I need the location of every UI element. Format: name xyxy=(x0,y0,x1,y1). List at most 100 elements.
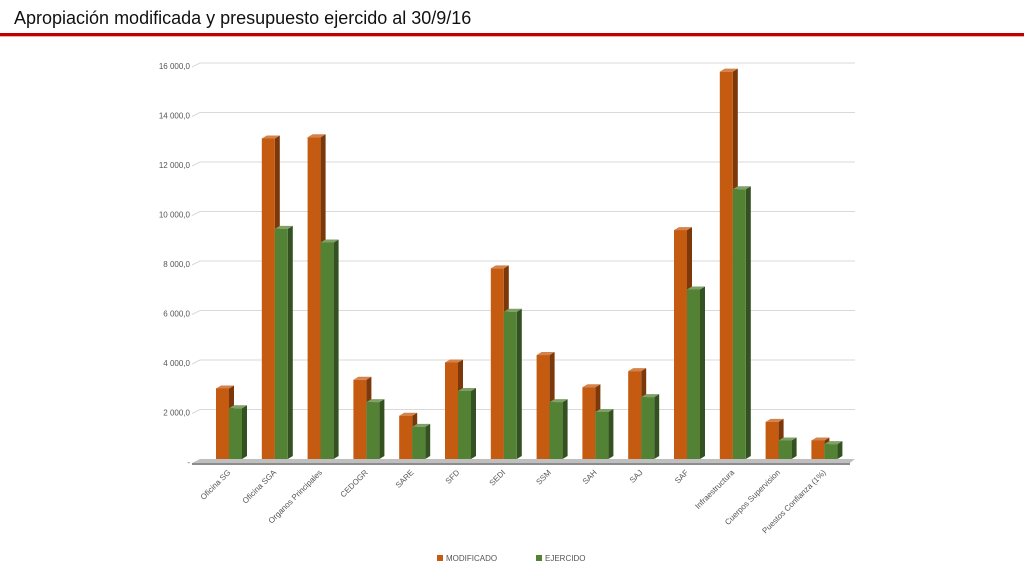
y-tick-label: 6 000,0 xyxy=(163,310,190,319)
x-category-label: SARE xyxy=(394,468,416,490)
x-category-label: Oficina SG xyxy=(199,468,233,502)
legend-label: EJERCIDO xyxy=(545,554,585,563)
bar-ejercido xyxy=(824,441,843,459)
bar-ejercido xyxy=(778,437,797,459)
y-tick-label: 8 000,0 xyxy=(163,260,190,269)
bar-front xyxy=(778,440,792,459)
bar-ejercido xyxy=(503,308,522,459)
bar-front xyxy=(261,138,275,460)
legend-swatch xyxy=(437,555,443,561)
bar-ejercido xyxy=(229,405,247,459)
bar-ejercido xyxy=(458,387,476,459)
gridline-side xyxy=(191,112,201,117)
floor-top xyxy=(192,459,855,463)
x-category-label: SSM xyxy=(534,468,553,487)
y-tick-label: 2 000,0 xyxy=(163,409,190,418)
bar-front xyxy=(732,189,746,459)
bar-top xyxy=(307,134,326,138)
gridline-side xyxy=(191,359,201,365)
chart-floor xyxy=(192,459,855,465)
bar-front xyxy=(503,311,517,459)
bar-side xyxy=(745,186,751,459)
bar-front xyxy=(274,228,288,459)
legend-swatch xyxy=(536,555,542,561)
legend-label: MODIFICADO xyxy=(446,554,497,563)
bar-top xyxy=(458,387,476,391)
gridline-side xyxy=(191,161,201,167)
bar-top xyxy=(399,412,418,416)
bar-ejercido xyxy=(412,423,431,459)
bar-front xyxy=(490,268,504,459)
y-axis-tick-labels: - 2 000,0 4 000,0 6 000,0 8 000,0 10 000,0 12 … xyxy=(159,62,191,467)
bar-ejercido xyxy=(595,408,614,459)
bar-top xyxy=(719,68,738,72)
bar-side xyxy=(608,408,614,459)
bar-front xyxy=(353,379,367,459)
bar-front xyxy=(687,289,700,459)
bar-top xyxy=(366,399,385,403)
bar-top xyxy=(216,385,234,389)
bar-top xyxy=(274,225,293,229)
bar-front xyxy=(811,440,825,459)
bar-front xyxy=(412,426,426,459)
x-category-label: Infraestructura xyxy=(693,468,736,511)
bar-side xyxy=(242,405,247,459)
chart-bars xyxy=(216,68,843,460)
y-tick-label: - xyxy=(187,458,190,467)
floor-front xyxy=(192,463,850,465)
bar-top xyxy=(811,437,830,441)
bar-side xyxy=(425,423,431,459)
bar-top xyxy=(687,286,705,290)
bar-top xyxy=(628,368,647,372)
x-category-label: SAJ xyxy=(628,468,645,485)
bar-front xyxy=(536,355,550,459)
gridline-side xyxy=(191,409,201,414)
bar-front xyxy=(641,397,655,459)
bar-side xyxy=(654,394,660,459)
bar-top xyxy=(412,423,431,427)
bar-top xyxy=(824,441,843,445)
bar-top xyxy=(503,308,522,312)
legend-item-modificado: MODIFICADO xyxy=(437,554,497,563)
legend-item-ejercido: EJERCIDO xyxy=(536,554,585,563)
bar-front xyxy=(765,421,779,459)
bar-top xyxy=(549,399,568,403)
y-tick-label: 16 000,0 xyxy=(159,62,191,71)
bar-front xyxy=(445,362,458,459)
bar-side xyxy=(333,239,339,459)
bar-front xyxy=(320,242,334,459)
bar-side xyxy=(471,387,476,459)
bar-front xyxy=(399,415,413,459)
bar-front xyxy=(595,411,609,459)
bar-top xyxy=(674,227,692,231)
y-tick-label: 12 000,0 xyxy=(159,161,191,170)
y-tick-label: 14 000,0 xyxy=(159,112,191,121)
bar-top xyxy=(732,186,751,190)
x-category-label: SAH xyxy=(581,468,599,486)
title-underline-shadow xyxy=(0,36,1024,37)
x-category-label: SFD xyxy=(444,468,462,486)
gridline-side xyxy=(191,62,201,68)
bar-front xyxy=(628,371,642,459)
bar-front xyxy=(366,402,380,459)
bar-side xyxy=(379,399,385,459)
bar-top xyxy=(765,418,784,422)
bar-top xyxy=(641,394,660,398)
bar-front xyxy=(582,387,596,459)
bar-ejercido xyxy=(366,399,385,459)
bar-front xyxy=(674,230,687,459)
slide-title: Apropiación modificada y presupuesto eje… xyxy=(14,8,472,28)
bar-top xyxy=(229,405,247,409)
bar-top xyxy=(595,408,614,412)
gridline-side xyxy=(191,260,201,266)
bar-side xyxy=(562,399,568,459)
x-category-label: SAF xyxy=(673,468,690,485)
bar-ejercido xyxy=(320,239,339,459)
bar-top xyxy=(445,359,463,363)
bar-top xyxy=(778,437,797,441)
gridline-side xyxy=(191,211,201,216)
bar-top xyxy=(582,384,601,388)
bar-top xyxy=(320,239,339,243)
bar-ejercido xyxy=(732,186,751,459)
bar-top xyxy=(353,376,372,380)
